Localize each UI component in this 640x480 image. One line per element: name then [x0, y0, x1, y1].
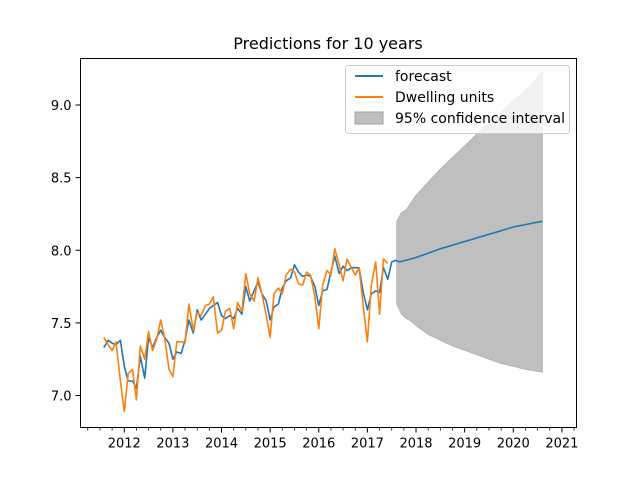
confidence-interval-band [396, 70, 543, 373]
legend-label-confidence-interval: 95% confidence interval [395, 111, 565, 127]
y-tick-label: 8.0 [51, 244, 72, 259]
x-tick-label: 2017 [351, 437, 384, 452]
y-tick-label: 7.5 [51, 317, 72, 332]
legend-label-forecast: forecast [395, 69, 452, 85]
y-tick-label: 9.0 [51, 99, 72, 114]
legend: forecast Dwelling units 95% confidence i… [345, 65, 570, 134]
plot-frame [80, 58, 577, 428]
x-tick-label: 2020 [497, 437, 530, 452]
series-line-dwelling-units [103, 248, 389, 413]
y-tick-label: 7.0 [51, 390, 72, 405]
legend-swatch-confidence-interval [354, 111, 384, 125]
x-tick-label: 2021 [545, 437, 578, 452]
x-tick-label: 2014 [205, 437, 238, 452]
chart-title: Predictions for 10 years [233, 34, 422, 53]
x-tick-label: 2019 [448, 437, 481, 452]
y-tick-label: 8.5 [51, 172, 72, 187]
x-tick-label: 2018 [399, 437, 432, 452]
x-tick-label: 2015 [254, 437, 287, 452]
x-tick-label: 2016 [302, 437, 335, 452]
x-tick-label: 2013 [156, 437, 189, 452]
x-tick-label: 2012 [108, 437, 141, 452]
legend-label-dwelling-units: Dwelling units [395, 90, 494, 106]
